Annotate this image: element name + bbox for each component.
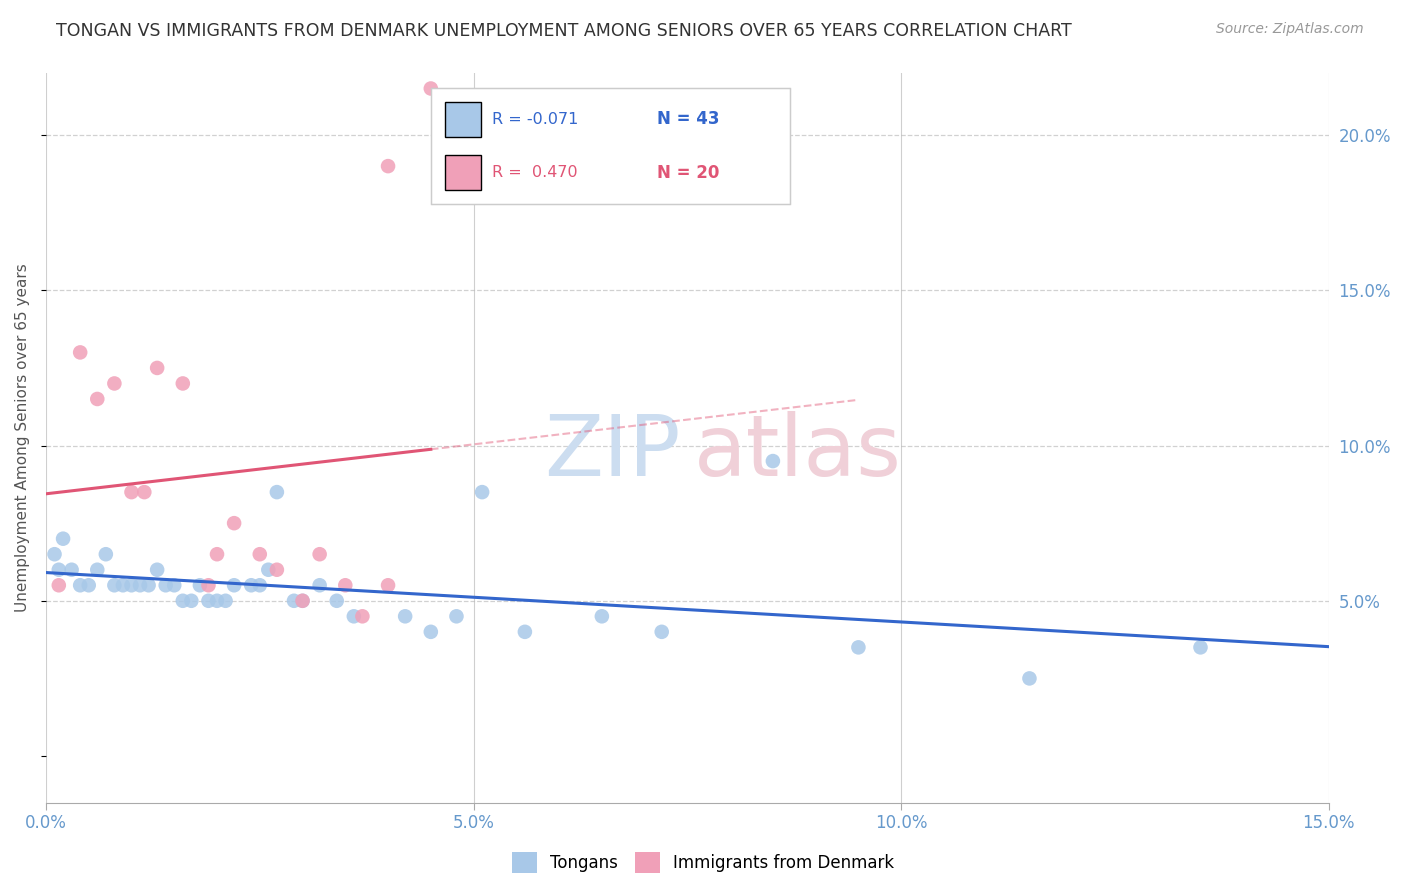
Point — [377, 159, 399, 173]
Point — [129, 578, 152, 592]
Point — [257, 563, 280, 577]
Point — [377, 578, 399, 592]
Point — [471, 485, 494, 500]
Text: TONGAN VS IMMIGRANTS FROM DENMARK UNEMPLOYMENT AMONG SENIORS OVER 65 YEARS CORRE: TONGAN VS IMMIGRANTS FROM DENMARK UNEMPL… — [56, 22, 1071, 40]
Point — [446, 609, 468, 624]
Point — [335, 578, 357, 592]
Point — [172, 376, 194, 391]
Point — [513, 624, 536, 639]
Point — [180, 594, 202, 608]
Point — [291, 594, 314, 608]
Point — [111, 578, 134, 592]
Point — [44, 547, 66, 561]
Point — [197, 594, 219, 608]
Point — [308, 578, 330, 592]
Point — [48, 578, 70, 592]
Point — [419, 81, 441, 95]
Point — [138, 578, 160, 592]
Point — [60, 563, 83, 577]
Point — [121, 485, 143, 500]
Text: ZIP: ZIP — [544, 411, 681, 494]
Point — [69, 578, 91, 592]
Point — [69, 345, 91, 359]
Point — [77, 578, 100, 592]
Point — [249, 578, 271, 592]
Text: Source: ZipAtlas.com: Source: ZipAtlas.com — [1216, 22, 1364, 37]
Point — [146, 563, 169, 577]
Point — [651, 624, 673, 639]
Point — [1018, 672, 1040, 686]
Point — [155, 578, 177, 592]
Point — [52, 532, 75, 546]
Point — [134, 485, 156, 500]
Point — [249, 547, 271, 561]
Point — [163, 578, 186, 592]
Point — [146, 360, 169, 375]
Point — [240, 578, 263, 592]
Point — [188, 578, 211, 592]
Point — [205, 547, 228, 561]
Point — [308, 547, 330, 561]
Point — [326, 594, 349, 608]
Legend: Tongans, Immigrants from Denmark: Tongans, Immigrants from Denmark — [505, 846, 901, 880]
Point — [419, 624, 441, 639]
Point — [291, 594, 314, 608]
Point — [103, 376, 125, 391]
Point — [266, 485, 288, 500]
Point — [224, 578, 246, 592]
Point — [591, 609, 613, 624]
Text: atlas: atlas — [693, 411, 901, 494]
Point — [205, 594, 228, 608]
Point — [214, 594, 236, 608]
Point — [283, 594, 305, 608]
Point — [86, 392, 108, 406]
Point — [343, 609, 366, 624]
Point — [848, 640, 870, 655]
Point — [86, 563, 108, 577]
Point — [394, 609, 416, 624]
Point — [121, 578, 143, 592]
Point — [266, 563, 288, 577]
Point — [224, 516, 246, 531]
Point — [103, 578, 125, 592]
Point — [48, 563, 70, 577]
Point — [197, 578, 219, 592]
Point — [762, 454, 785, 468]
Point — [94, 547, 117, 561]
Point — [172, 594, 194, 608]
Y-axis label: Unemployment Among Seniors over 65 years: Unemployment Among Seniors over 65 years — [15, 263, 30, 612]
Point — [352, 609, 374, 624]
Point — [1189, 640, 1212, 655]
